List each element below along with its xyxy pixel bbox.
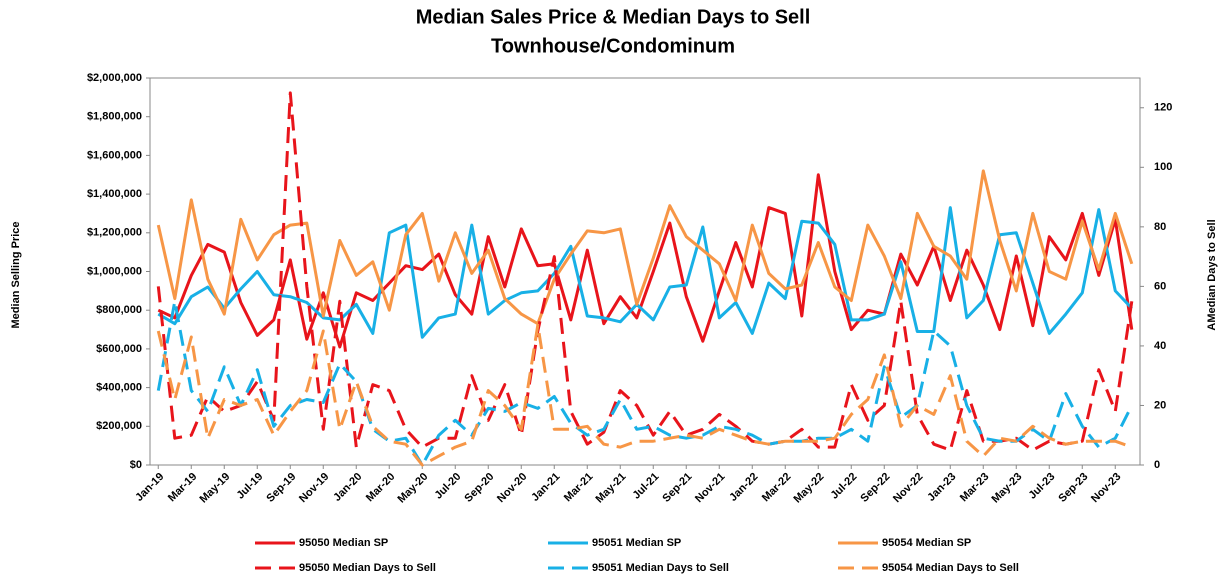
x-tick-label: Jul-20 xyxy=(432,471,463,502)
x-tick-label: Jul-22 xyxy=(828,471,859,502)
legend-label: 95051 Median Days to Sell xyxy=(592,562,729,574)
x-tick-label: Jul-23 xyxy=(1026,471,1057,502)
x-tick-label: Mar-19 xyxy=(166,471,200,505)
x-tick-label: Jan-23 xyxy=(925,471,958,504)
y2-tick-label: 20 xyxy=(1154,399,1166,411)
y-tick-label: $1,000,000 xyxy=(87,265,142,277)
x-tick-label: Mar-20 xyxy=(364,471,398,505)
series-line xyxy=(156,323,1133,467)
y-tick-label: $400,000 xyxy=(96,382,142,394)
x-tick-label: May-23 xyxy=(990,471,1025,506)
x-tick-label: Jan-20 xyxy=(331,471,364,504)
x-tick-label: May-20 xyxy=(396,471,431,506)
y2-axis-label: AMedian Days to Sell xyxy=(1206,219,1218,330)
x-tick-label: Sep-19 xyxy=(264,471,298,505)
x-tick-label: May-22 xyxy=(792,471,827,506)
y2-tick-label: 60 xyxy=(1154,280,1166,292)
x-tick-label: Sep-21 xyxy=(660,471,694,505)
y-tick-label: $800,000 xyxy=(96,304,142,316)
x-tick-label: Sep-23 xyxy=(1056,471,1090,505)
series-line xyxy=(157,206,1133,339)
x-tick-label: Mar-23 xyxy=(958,471,992,505)
chart-subtitle: Townhouse/Condominum xyxy=(491,35,735,57)
x-tick-label: Nov-19 xyxy=(297,471,331,505)
x-tick-label: Jan-22 xyxy=(727,471,760,504)
y2-tick-label: 40 xyxy=(1154,340,1166,352)
y2-tick-label: 120 xyxy=(1154,102,1172,114)
y2-tick-label: 80 xyxy=(1154,221,1166,233)
y-tick-label: $1,800,000 xyxy=(87,111,142,123)
y-axis-label: Median Selling Price xyxy=(10,222,22,329)
x-tick-label: Sep-20 xyxy=(462,471,496,505)
x-tick-label: Mar-21 xyxy=(562,471,596,505)
x-tick-label: Mar-22 xyxy=(760,471,794,505)
series-line xyxy=(156,299,1134,467)
series-line xyxy=(156,169,1134,326)
x-tick-label: May-19 xyxy=(198,471,233,506)
y-tick-label: $1,200,000 xyxy=(87,227,142,239)
y-tick-label: $2,000,000 xyxy=(87,72,142,84)
x-tick-label: Nov-20 xyxy=(495,471,529,505)
y2-tick-label: 0 xyxy=(1154,459,1160,471)
legend-label: 95050 Median SP xyxy=(299,537,388,549)
x-tick-label: Jul-21 xyxy=(630,471,661,502)
legend-label: 95051 Median SP xyxy=(592,537,681,549)
y-tick-label: $0 xyxy=(130,459,142,471)
x-tick-label: Sep-22 xyxy=(858,471,892,505)
legend-label: 95050 Median Days to Sell xyxy=(299,562,436,574)
legend-label: 95054 Median SP xyxy=(882,537,971,549)
x-tick-label: Jan-21 xyxy=(529,471,562,504)
x-tick-label: Nov-21 xyxy=(693,471,727,505)
x-tick-label: Jul-19 xyxy=(234,471,265,502)
legend-label: 95054 Median Days to Sell xyxy=(882,562,1019,574)
x-tick-label: Nov-22 xyxy=(891,471,925,505)
x-tick-label: Nov-23 xyxy=(1089,471,1123,505)
x-tick-label: May-21 xyxy=(594,471,629,506)
y-tick-label: $1,400,000 xyxy=(87,188,142,200)
x-tick-label: Jan-19 xyxy=(133,471,166,504)
y-tick-label: $1,600,000 xyxy=(87,149,142,161)
y2-tick-label: 100 xyxy=(1154,161,1172,173)
chart-title: Median Sales Price & Median Days to Sell xyxy=(416,6,811,28)
series-line xyxy=(156,91,1134,452)
y-tick-label: $200,000 xyxy=(96,420,142,432)
y-tick-label: $600,000 xyxy=(96,343,142,355)
